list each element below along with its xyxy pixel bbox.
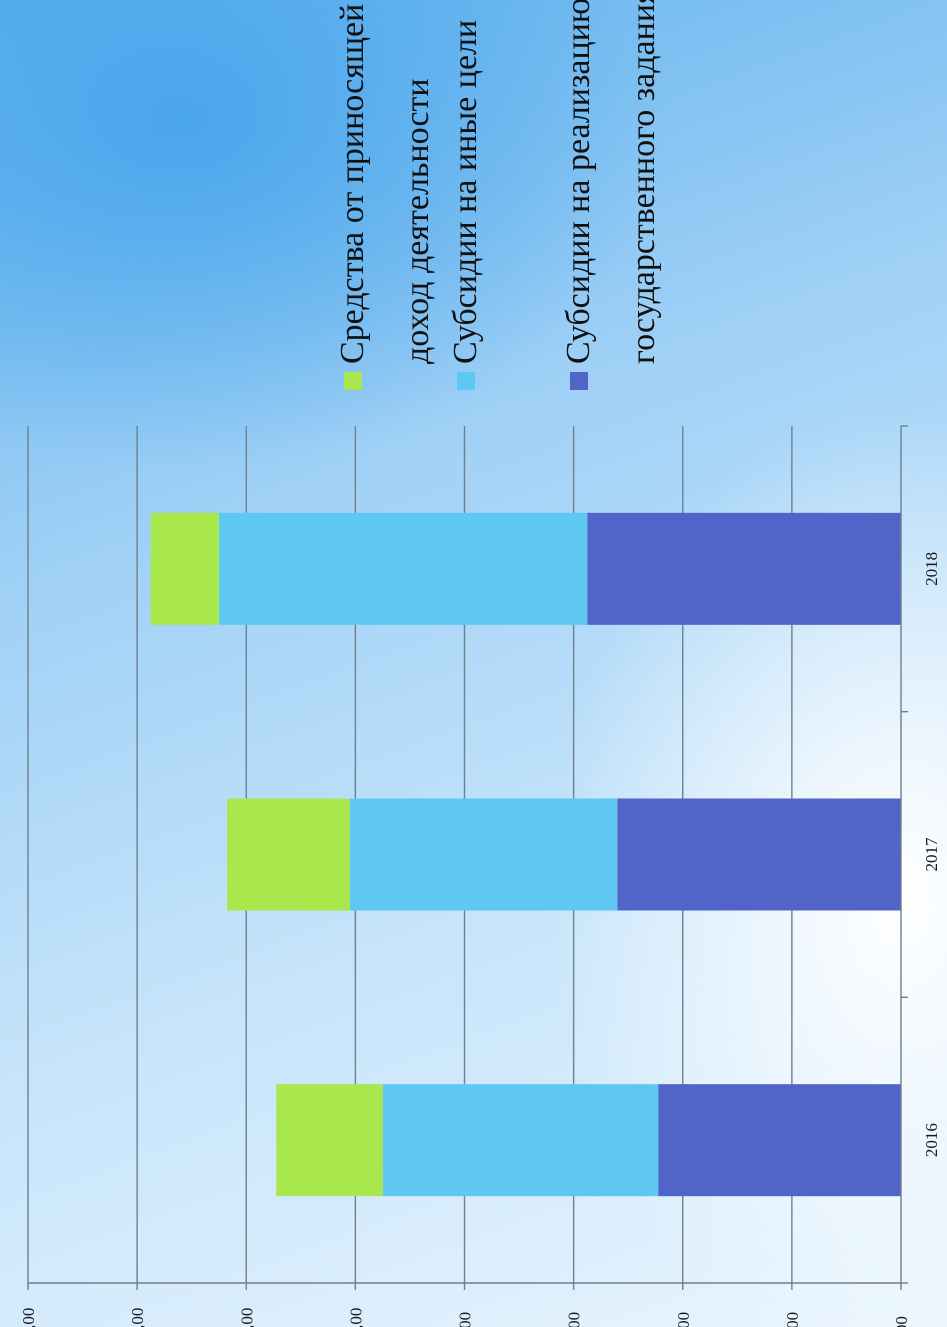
category-tick-label: 2016 xyxy=(922,1123,941,1157)
legend-swatch xyxy=(570,372,588,390)
legend-entry-text: Средства от приносящей xyxy=(334,4,371,364)
category-tick-label: 2017 xyxy=(922,837,941,872)
value-tick-label: 140,00 xyxy=(128,1308,147,1327)
bar-segment-2017-series-1 xyxy=(349,798,618,911)
category-tick-label: 2018 xyxy=(922,552,941,586)
bar-segment-2018-series-2 xyxy=(150,512,219,625)
value-tick-label: 60,00 xyxy=(565,1312,584,1327)
bar-segment-2016-series-2 xyxy=(276,1084,383,1197)
tick-labels: 0,00 20,00 40,00 60,00 80,00 100,00 120,00 140,… xyxy=(19,552,941,1327)
value-tick-label: 80,00 xyxy=(456,1312,475,1327)
value-tick-label: 160,00 xyxy=(19,1308,38,1327)
axes xyxy=(27,425,908,1290)
legend-entry-text: Субсидии на иные цели xyxy=(447,20,484,364)
bar-segment-2017-series-2 xyxy=(227,798,350,911)
value-tick-label: 40,00 xyxy=(674,1312,693,1327)
bar-segment-2017-series-0 xyxy=(617,798,901,911)
legend-swatch xyxy=(457,372,475,390)
bars xyxy=(150,512,901,1197)
value-tick-label: 0,00 xyxy=(892,1316,911,1327)
legend-entry-text: государственного задания xyxy=(625,0,662,364)
value-tick-label: 20,00 xyxy=(783,1312,802,1327)
legend-entry-text: Субсидии на реализацию xyxy=(560,0,597,364)
bar-segment-2018-series-0 xyxy=(587,512,901,625)
legend: Средства от приносящей доход деятельности… xyxy=(334,0,662,390)
value-tick-label: 120,00 xyxy=(237,1308,256,1327)
bar-segment-2018-series-1 xyxy=(218,512,588,625)
bar-segment-2016-series-1 xyxy=(382,1084,659,1197)
legend-entry-text: доход деятельности xyxy=(399,78,436,364)
value-tick-label: 100,00 xyxy=(346,1308,365,1327)
bar-segment-2016-series-0 xyxy=(658,1084,901,1197)
legend-swatch xyxy=(344,372,362,390)
